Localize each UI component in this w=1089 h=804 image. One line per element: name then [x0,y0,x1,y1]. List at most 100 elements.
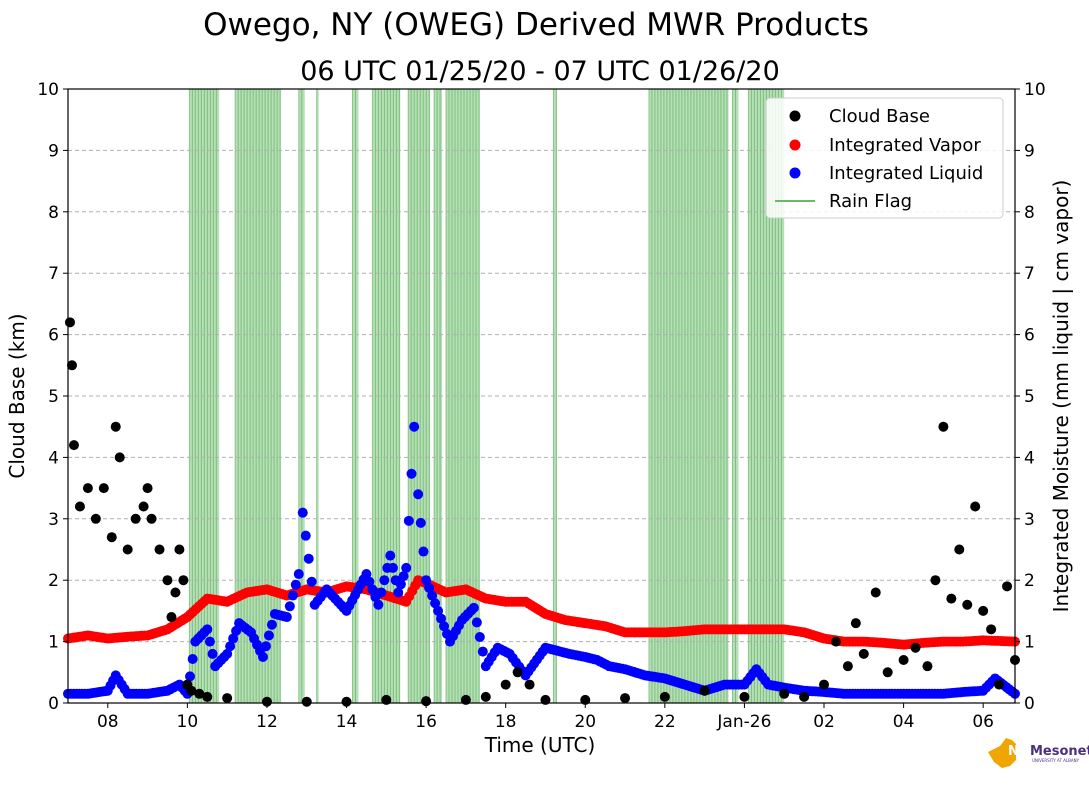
data-point [819,679,830,690]
data-point [471,617,482,628]
y-tick-label: 2 [48,571,59,591]
logo-sub-text: UNIVERSITY AT ALBANY [1032,758,1080,763]
legend-marker-cloud-base [789,110,801,122]
y-right-tick-label: 0 [1024,694,1035,714]
data-point [1002,581,1013,592]
logo-brand-text: Mesonet [1030,744,1089,759]
legend-label-cloud-base: Cloud Base [829,106,930,127]
data-point [361,569,372,580]
data-point [393,587,404,598]
chart-title: Owego, NY (OWEG) Derived MWR Products [203,7,869,43]
data-point [300,530,311,541]
data-point [261,696,272,707]
data-point [954,544,965,555]
legend: Cloud Base Integrated Vapor Integrated L… [765,97,1004,219]
data-point [98,483,109,494]
data-point [870,587,881,598]
data-point [398,571,409,582]
x-tick-label: 02 [813,712,835,732]
x-tick-label: 22 [654,712,676,732]
y-tick-label: 7 [48,264,59,284]
data-point [130,513,141,524]
data-point [64,317,75,328]
data-point [898,655,909,666]
data-point [297,507,308,518]
data-point [170,587,181,598]
data-point [306,576,317,587]
nys-mesonet-logo: NYS Mesonet UNIVERSITY AT ALBANY [988,738,1089,768]
data-point [387,562,398,573]
data-point [922,661,933,672]
data-point [418,546,429,557]
data-point [910,642,921,653]
data-point [433,605,444,616]
data-point [66,360,77,371]
data-point [439,621,450,632]
legend-marker-integrated-liquid [789,167,801,179]
y-tick-label: 0 [48,694,59,714]
data-point [222,648,233,659]
data-point [620,693,631,704]
y-right-tick-label: 3 [1024,510,1035,530]
y-axis-left: 0 1 2 3 4 5 6 7 8 9 10 [37,80,68,714]
ny-state-shape-icon [988,738,1016,768]
legend-marker-integrated-vapor [789,139,801,151]
data-point [228,633,239,644]
data-point [858,648,869,659]
data-point [142,483,153,494]
data-point [303,553,314,564]
data-point [187,653,198,664]
data-point [341,696,352,707]
series-layer [63,317,1020,707]
data-point [185,671,196,682]
data-point [284,601,295,612]
grid-layer [68,149,1015,643]
series-integrated-liquid [63,421,1020,699]
x-axis: 08 10 12 14 16 18 20 22 Jan-26 02 04 06 [97,703,994,732]
data-point [162,575,173,586]
rain-flag-band [553,89,557,703]
data-point [90,513,101,524]
data-point [850,618,861,629]
data-point [946,593,957,604]
data-point [930,575,941,586]
data-point [978,605,989,616]
data-point [468,602,479,613]
data-point [842,661,853,672]
data-point [82,483,93,494]
y-tick-label: 1 [48,633,59,653]
data-point [480,691,491,702]
data-point [415,517,426,528]
data-point [225,641,236,652]
y-tick-label: 10 [37,80,59,100]
y-tick-label: 3 [48,510,59,530]
data-point [430,598,441,609]
data-point [166,612,177,623]
y-right-tick-label: 10 [1024,80,1046,100]
legend-box [765,97,1004,219]
x-tick-label: 14 [336,712,358,732]
y-right-tick-label: 2 [1024,571,1035,591]
x-tick-label: 16 [415,712,437,732]
data-point [474,631,485,642]
data-point [287,590,298,601]
data-point [376,587,387,598]
data-point [290,579,301,590]
data-point [424,582,435,593]
data-point [202,691,213,702]
legend-label-integrated-liquid: Integrated Liquid [829,163,983,184]
x-axis-label: Time (UTC) [484,733,596,757]
data-point [401,562,412,573]
data-point [699,685,710,696]
data-point [739,691,750,702]
data-point [659,691,670,702]
data-point [178,575,189,586]
y-tick-label: 4 [48,448,59,468]
data-point [962,599,973,610]
data-point [409,421,420,432]
data-point [367,584,378,595]
data-point [154,544,165,555]
y-axis-right-label: Integrated Moisture (mm liquid | cm vapo… [1049,180,1073,613]
x-tick-label: 04 [893,712,915,732]
